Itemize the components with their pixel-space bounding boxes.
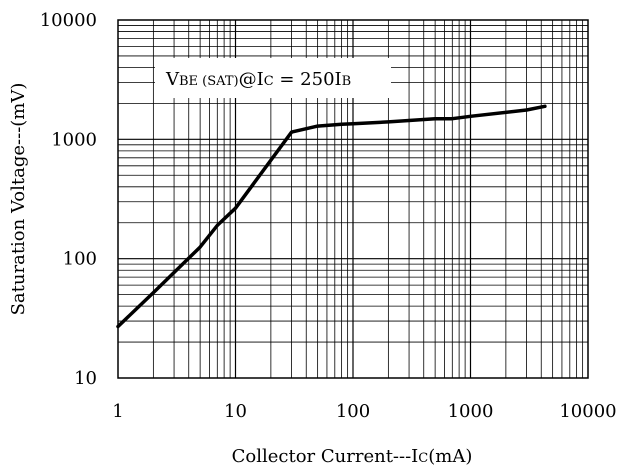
x-tick-label: 10000	[559, 401, 616, 422]
series-line	[116, 104, 547, 329]
annotation-v-subscript: BE (SAT)	[179, 74, 239, 89]
annotation-ib-subscript: B	[342, 74, 352, 89]
x-tick-label: 1	[112, 401, 123, 422]
annotation-at: @I	[239, 69, 264, 90]
plot-frame	[117, 19, 589, 379]
y-tick-label: 1000	[51, 129, 97, 150]
annotation-label: VBE (SAT)@IC = 250IB	[165, 69, 351, 90]
y-tick-label: 100	[63, 249, 97, 270]
x-tick-labels: 1 10 100 1000 10000	[112, 401, 616, 422]
y-tick-label: 10	[74, 368, 97, 389]
y-axis-label: Saturation Voltage---(mV)	[8, 83, 29, 316]
x-axis-label: Collector Current---IC(mA)	[232, 446, 473, 467]
y-tick-label: 10000	[40, 10, 97, 31]
x-tick-label: 100	[336, 401, 370, 422]
x-axis-label-unit: (mA)	[428, 446, 472, 467]
annotation-v: V	[165, 69, 180, 90]
annotation-ic-subscript: C	[264, 74, 274, 89]
x-tick-label: 10	[224, 401, 247, 422]
x-axis-label-main: Collector Current---I	[232, 446, 419, 467]
annotation-eq: = 250I	[274, 69, 342, 90]
x-axis-label-subscript: C	[418, 451, 428, 466]
annotation-box	[155, 58, 391, 98]
x-tick-label: 1000	[448, 401, 494, 422]
y-tick-labels: 10 100 1000 10000	[40, 10, 97, 389]
